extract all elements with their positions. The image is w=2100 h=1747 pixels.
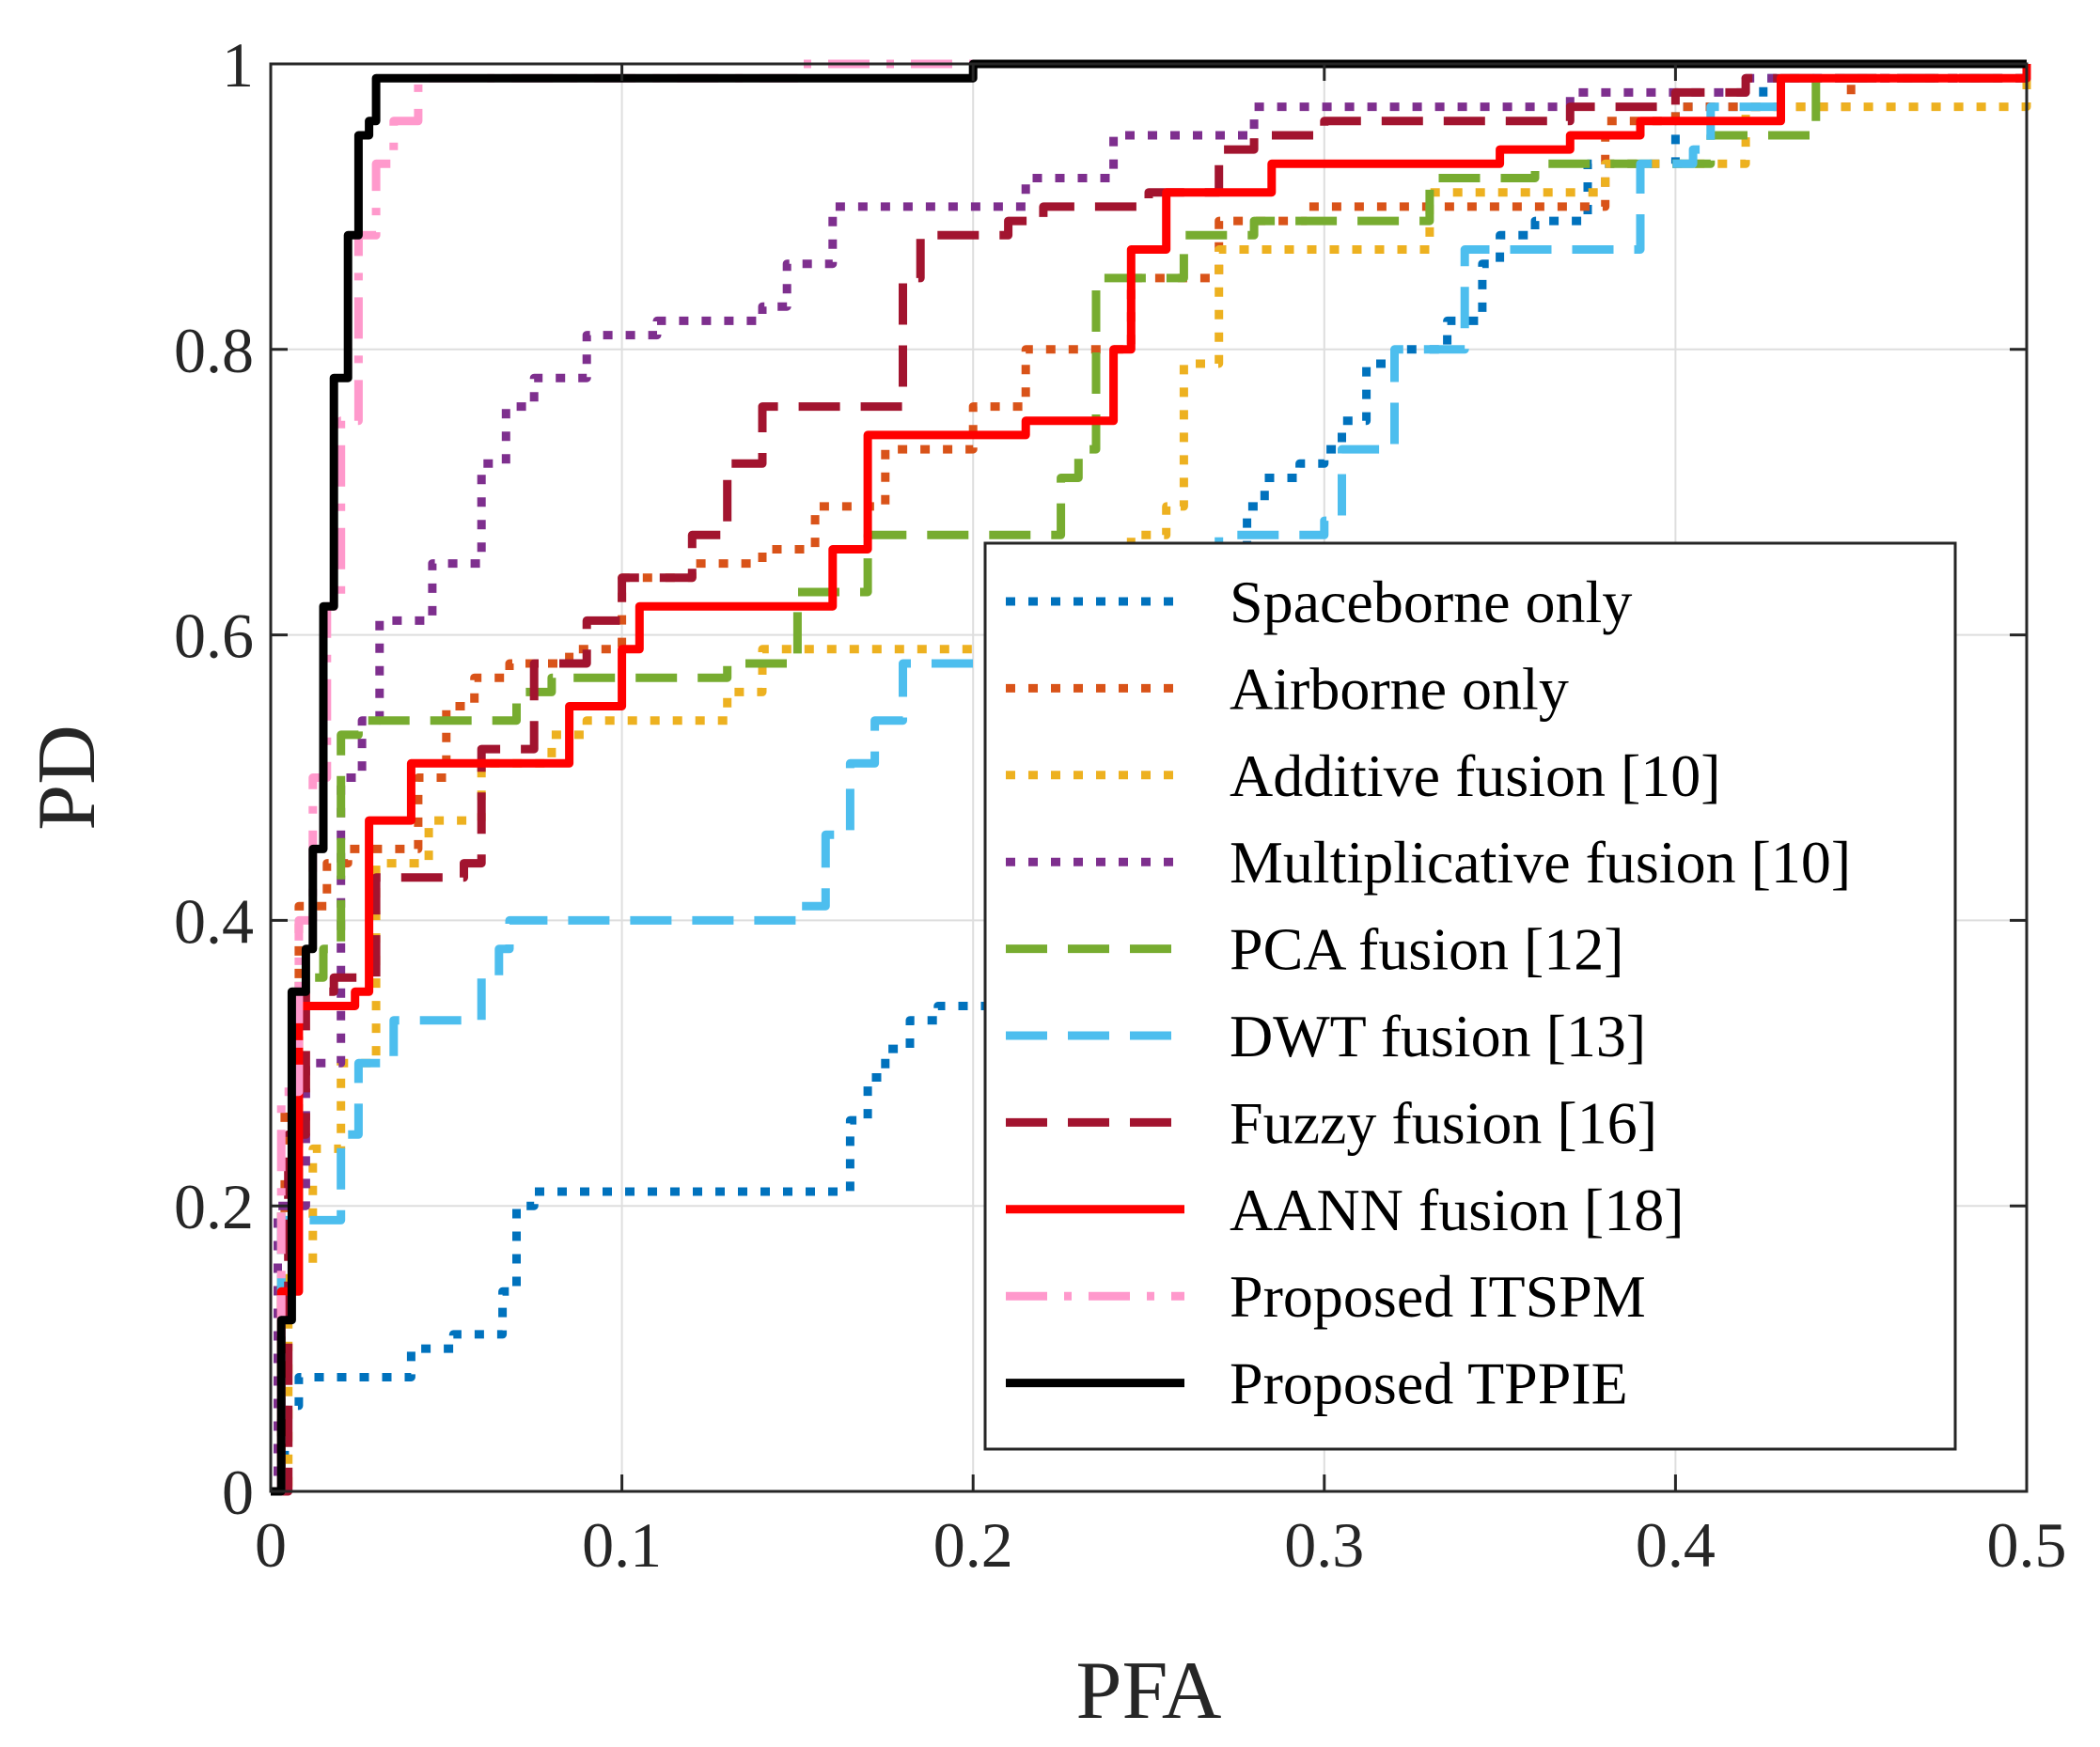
series-line-6 xyxy=(271,64,2031,1496)
legend-label: Fuzzy fusion [16] xyxy=(1230,1089,1657,1156)
series-line-3 xyxy=(271,64,2031,1496)
axis-ticks xyxy=(269,62,2029,1493)
legend-label: Spaceborne only xyxy=(1230,569,1632,635)
y-tick-label: 0.4 xyxy=(174,885,254,957)
legend-label: Additive fusion [10] xyxy=(1230,742,1721,809)
y-tick-label: 0.8 xyxy=(174,315,254,386)
legend-label: PCA fusion [12] xyxy=(1230,916,1624,983)
legend-label: AANN fusion [18] xyxy=(1230,1177,1685,1243)
series-layer xyxy=(271,59,2031,1496)
x-tick-label: 0 xyxy=(255,1509,287,1581)
y-tick-label: 1 xyxy=(222,29,254,101)
legend-label: DWT fusion [13] xyxy=(1230,1003,1646,1069)
y-tick-label: 0.2 xyxy=(174,1171,254,1242)
tick-labels: 0 0.1 0.2 0.3 0.4 0.5 0 0.2 0.4 0.6 0.8 1 xyxy=(174,29,2067,1581)
legend-label: Multiplicative fusion [10] xyxy=(1230,829,1851,896)
y-tick-label: 0.6 xyxy=(174,601,254,672)
series-line-1 xyxy=(271,64,2031,1496)
plot-frame xyxy=(269,62,2029,1493)
x-tick-label: 0.1 xyxy=(582,1509,662,1581)
series-line-8 xyxy=(271,64,2031,1496)
x-tick-label: 0.2 xyxy=(933,1509,1013,1581)
legend-label: Proposed ITSPM xyxy=(1230,1263,1646,1330)
legend-label: Airborne only xyxy=(1230,655,1569,722)
x-tick-label: 0.3 xyxy=(1284,1509,1364,1581)
series-line-4 xyxy=(271,64,2031,1496)
y-tick-label: 0 xyxy=(222,1457,254,1528)
series-line-10 xyxy=(271,59,2027,1496)
legend: Spaceborne only Airborne only Additive fus… xyxy=(983,541,1957,1451)
series-line-2 xyxy=(271,64,2031,1496)
x-tick-label: 0.4 xyxy=(1636,1509,1716,1581)
x-axis-label: PFA xyxy=(1076,1646,1222,1737)
y-axis-label: PD xyxy=(22,725,113,831)
series-line-7 xyxy=(271,64,2031,1496)
series-line-5 xyxy=(271,64,2031,1496)
legend-label: Proposed TPPIE xyxy=(1230,1350,1628,1417)
x-tick-label: 0.5 xyxy=(1987,1509,2067,1581)
